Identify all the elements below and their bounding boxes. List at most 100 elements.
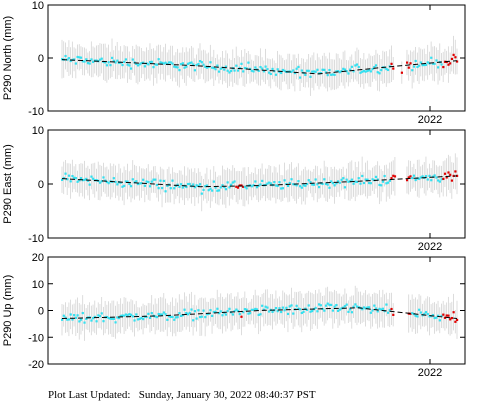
data-point — [92, 177, 95, 180]
data-point — [257, 69, 260, 72]
data-point — [150, 60, 153, 63]
data-point — [254, 180, 257, 183]
data-point — [78, 320, 81, 323]
data-point — [371, 68, 374, 71]
data-point — [209, 187, 212, 190]
data-point — [178, 185, 181, 188]
data-point — [266, 306, 269, 309]
data-point — [350, 311, 353, 314]
data-point — [185, 312, 188, 315]
data-point — [383, 174, 386, 178]
data-point — [216, 189, 219, 192]
y-tick-label: 0 — [38, 306, 44, 318]
data-point — [366, 69, 369, 73]
data-point — [350, 178, 353, 181]
data-point — [117, 316, 121, 320]
recent-data-point — [390, 177, 393, 180]
data-point — [435, 176, 438, 179]
data-point — [304, 184, 307, 187]
recent-data-point — [405, 179, 409, 182]
data-point — [376, 310, 379, 313]
data-point — [228, 71, 231, 74]
data-point — [304, 307, 307, 310]
data-point — [335, 182, 338, 185]
data-point — [145, 180, 148, 183]
data-point — [142, 318, 145, 321]
data-point — [354, 303, 357, 306]
data-point — [371, 178, 374, 181]
data-point — [245, 67, 248, 70]
y-tick-label: 10 — [32, 279, 44, 291]
data-point — [147, 63, 150, 66]
data-point — [266, 68, 269, 71]
y-tick-label: 0 — [38, 53, 44, 65]
data-point — [357, 65, 360, 69]
data-point — [318, 303, 321, 306]
data-point — [128, 182, 131, 186]
data-point — [79, 318, 83, 321]
data-point — [243, 66, 247, 70]
data-point — [173, 318, 176, 321]
data-point — [98, 181, 102, 184]
data-point — [152, 178, 155, 181]
data-point — [140, 182, 143, 185]
data-point — [64, 54, 67, 58]
data-point — [111, 56, 114, 59]
data-point — [242, 311, 245, 314]
recent-data-point — [447, 314, 450, 317]
data-point — [138, 182, 141, 185]
data-point — [330, 180, 333, 183]
data-point — [154, 178, 157, 181]
data-point — [245, 187, 248, 190]
data-point — [323, 68, 326, 71]
data-point — [197, 184, 200, 188]
data-point — [61, 318, 64, 321]
data-point — [90, 319, 93, 322]
data-point — [107, 182, 110, 185]
data-point — [316, 310, 319, 313]
data-point — [411, 69, 414, 72]
data-point — [231, 181, 234, 184]
data-point — [278, 70, 281, 74]
data-point — [243, 308, 247, 311]
data-point — [286, 184, 290, 188]
data-point — [378, 183, 381, 187]
data-point — [214, 68, 217, 71]
data-point — [112, 177, 115, 180]
data-point — [411, 176, 414, 180]
data-point — [305, 69, 309, 72]
data-point — [180, 183, 183, 186]
data-point — [338, 71, 341, 74]
data-point — [183, 66, 186, 69]
data-point — [280, 310, 283, 314]
data-point — [342, 67, 345, 70]
data-point — [324, 182, 328, 186]
data-point — [357, 177, 360, 180]
data-point — [188, 311, 191, 315]
data-point — [126, 180, 129, 183]
data-point — [154, 315, 157, 318]
data-point — [267, 310, 271, 313]
data-point — [169, 61, 172, 64]
data-point — [88, 62, 91, 65]
data-point — [226, 181, 229, 184]
data-point — [197, 62, 200, 66]
data-point — [359, 71, 362, 74]
data-point — [67, 174, 71, 177]
recent-data-point — [454, 320, 457, 323]
data-point — [255, 308, 259, 311]
data-point — [236, 69, 240, 72]
data-point — [188, 61, 191, 65]
data-point — [123, 60, 126, 63]
data-point — [336, 180, 340, 183]
data-point — [293, 71, 297, 75]
data-point — [135, 62, 138, 66]
data-point — [188, 182, 191, 186]
data-point — [169, 315, 172, 319]
data-point — [326, 74, 329, 77]
data-point — [426, 61, 429, 64]
data-point — [381, 307, 385, 310]
data-point — [271, 67, 274, 71]
recent-data-point — [442, 65, 445, 69]
data-point — [281, 187, 284, 190]
